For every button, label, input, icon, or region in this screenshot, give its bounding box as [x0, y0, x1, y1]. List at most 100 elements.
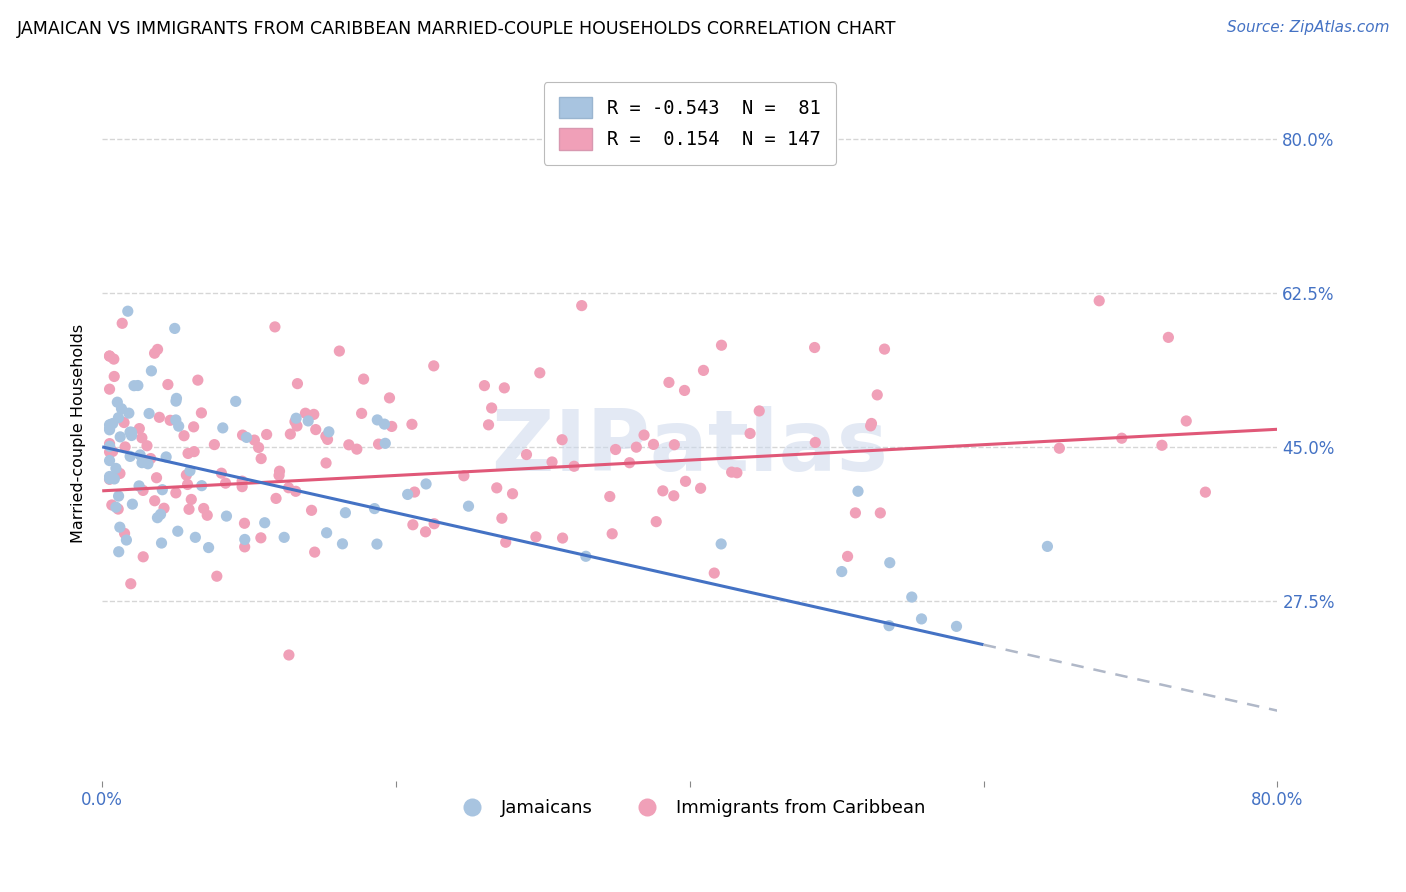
- Point: [103, 352, 125, 367]
- Point: [98, 349, 121, 363]
- Point: [900, 590, 922, 604]
- Point: [748, 404, 770, 418]
- Point: [211, 421, 233, 435]
- Y-axis label: Married-couple Households: Married-couple Households: [72, 324, 86, 543]
- Point: [304, 545, 326, 559]
- Point: [457, 499, 479, 513]
- Point: [143, 493, 166, 508]
- Point: [108, 430, 131, 444]
- Point: [866, 388, 889, 402]
- Point: [153, 501, 176, 516]
- Point: [651, 483, 673, 498]
- Point: [284, 484, 307, 499]
- Point: [145, 471, 167, 485]
- Point: [692, 363, 714, 377]
- Point: [107, 410, 129, 425]
- Point: [98, 472, 121, 486]
- Point: [156, 377, 179, 392]
- Point: [132, 483, 155, 498]
- Point: [98, 453, 121, 467]
- Point: [108, 467, 131, 481]
- Point: [297, 414, 319, 428]
- Point: [422, 359, 444, 373]
- Point: [98, 382, 121, 396]
- Point: [491, 511, 513, 525]
- Point: [159, 413, 181, 427]
- Point: [571, 299, 593, 313]
- Point: [350, 406, 373, 420]
- Point: [423, 516, 446, 531]
- Point: [287, 376, 309, 391]
- Point: [235, 430, 257, 444]
- Point: [190, 478, 212, 492]
- Point: [104, 461, 127, 475]
- Point: [108, 520, 131, 534]
- Point: [264, 319, 287, 334]
- Point: [139, 451, 162, 466]
- Point: [146, 510, 169, 524]
- Point: [277, 481, 299, 495]
- Point: [285, 411, 308, 425]
- Point: [98, 349, 121, 363]
- Point: [859, 418, 882, 433]
- Point: [267, 468, 290, 483]
- Point: [253, 516, 276, 530]
- Point: [1047, 442, 1070, 456]
- Point: [107, 545, 129, 559]
- Point: [703, 566, 725, 580]
- Point: [180, 492, 202, 507]
- Point: [256, 427, 278, 442]
- Point: [202, 437, 225, 451]
- Point: [165, 394, 187, 409]
- Point: [233, 533, 256, 547]
- Point: [187, 373, 209, 387]
- Point: [148, 410, 170, 425]
- Point: [415, 524, 437, 539]
- Point: [98, 417, 121, 432]
- Point: [945, 619, 967, 633]
- Point: [264, 491, 287, 506]
- Point: [367, 437, 389, 451]
- Point: [233, 540, 256, 554]
- Point: [101, 417, 124, 431]
- Point: [183, 444, 205, 458]
- Point: [562, 459, 585, 474]
- Point: [128, 479, 150, 493]
- Point: [184, 530, 207, 544]
- Point: [381, 419, 404, 434]
- Point: [121, 428, 143, 442]
- Point: [190, 406, 212, 420]
- Legend: Jamaicans, Immigrants from Caribbean: Jamaicans, Immigrants from Caribbean: [447, 791, 932, 824]
- Point: [804, 435, 827, 450]
- Point: [285, 419, 308, 434]
- Point: [247, 441, 270, 455]
- Point: [167, 419, 190, 434]
- Point: [177, 446, 200, 460]
- Text: JAMAICAN VS IMMIGRANTS FROM CARIBBEAN MARRIED-COUPLE HOUSEHOLDS CORRELATION CHAR: JAMAICAN VS IMMIGRANTS FROM CARIBBEAN MA…: [17, 20, 897, 37]
- Point: [335, 506, 357, 520]
- Point: [101, 444, 124, 458]
- Point: [373, 417, 395, 431]
- Point: [675, 475, 697, 489]
- Point: [209, 466, 232, 480]
- Point: [166, 524, 188, 539]
- Point: [710, 338, 733, 352]
- Point: [366, 537, 388, 551]
- Point: [149, 508, 172, 522]
- Point: [837, 549, 859, 564]
- Point: [273, 530, 295, 544]
- Point: [173, 428, 195, 442]
- Point: [121, 425, 143, 440]
- Point: [197, 541, 219, 555]
- Point: [366, 413, 388, 427]
- Point: [301, 503, 323, 517]
- Point: [1111, 431, 1133, 445]
- Point: [98, 469, 121, 483]
- Point: [165, 413, 187, 427]
- Point: [121, 497, 143, 511]
- Point: [316, 433, 339, 447]
- Point: [873, 342, 896, 356]
- Point: [98, 472, 121, 486]
- Point: [315, 429, 337, 443]
- Point: [529, 366, 551, 380]
